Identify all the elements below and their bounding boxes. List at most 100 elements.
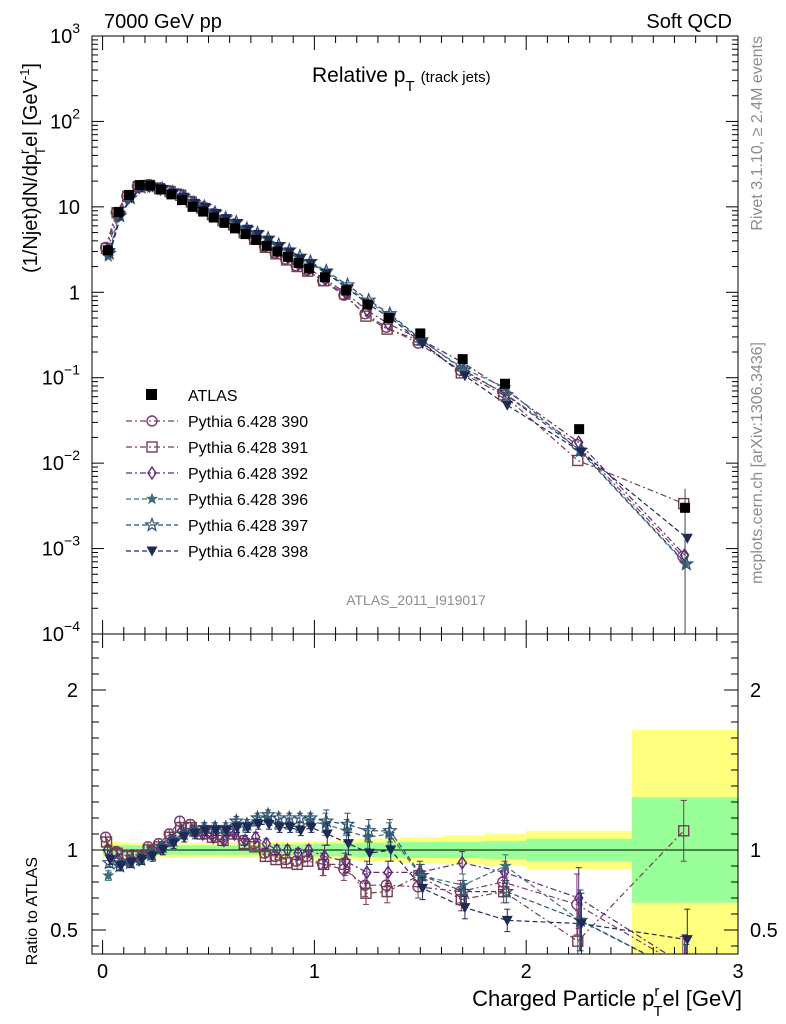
y-tick-label-ratio: 1: [67, 840, 78, 862]
plot-title-sub: T: [405, 78, 414, 95]
ratio-point-5: [385, 845, 397, 856]
data-point: [166, 189, 177, 200]
data-point: [304, 263, 315, 274]
y-tick-label-top: 10−3: [42, 533, 80, 561]
x-tick-label: 1: [309, 961, 320, 983]
data-point: [415, 328, 426, 339]
data-point: [240, 229, 251, 240]
legend-label-398: Pythia 6.428 398: [188, 544, 308, 561]
ratio-point-1: [339, 858, 351, 871]
ratio-point-3: [340, 824, 353, 837]
ratio-point-2: [457, 855, 468, 871]
data-point: [500, 378, 511, 389]
mcplots-label: mcplots.cern.ch [arXiv:1306.3436]: [749, 342, 766, 584]
ratio-point-4: [382, 822, 398, 838]
ratio-point-3: [102, 869, 115, 881]
ratio-point-5: [231, 823, 243, 834]
legend-entry-0: Pythia 6.428 390: [188, 414, 308, 431]
ratio-point-5: [364, 848, 376, 859]
data-point: [383, 313, 394, 324]
x-tick-label: 2: [521, 961, 532, 983]
ratio-point-3: [414, 869, 427, 881]
ratio-point-1: [317, 858, 330, 871]
y-tick-label-ratio: 0.5: [50, 920, 78, 942]
data-point: [341, 285, 352, 296]
data-point: [229, 223, 240, 234]
ratio-line-5: [109, 823, 688, 941]
ratio-point-5: [189, 829, 201, 840]
analysis-label: ATLAS_2011_I919017: [346, 592, 486, 608]
ratio-point-2: [681, 959, 689, 971]
legend-entry-2: Pythia 6.428 392: [188, 466, 308, 483]
ratio-point-2: [303, 842, 314, 858]
series-point-5: [417, 339, 429, 350]
data-point: [198, 206, 209, 217]
legend-marker-1: [146, 441, 158, 453]
ratio-point-0: [359, 879, 371, 891]
ratio-point-2: [319, 849, 330, 864]
y-tick-label-top: 102: [50, 105, 80, 133]
legend-marker-2: [147, 465, 157, 481]
ratio-point-1: [381, 885, 393, 898]
ratio-point-4: [339, 816, 356, 832]
data-point: [155, 184, 166, 195]
ratio-point-1: [360, 887, 372, 899]
y-axis-label-top: (1/Njet)dN/dprTel [GeV-1]: [16, 63, 48, 273]
ratio-point-2: [219, 833, 229, 848]
ratio-point-4: [101, 854, 118, 870]
plot-title-rest: (track jets): [421, 69, 491, 86]
header-right: Soft QCD: [646, 11, 732, 33]
ratio-point-2: [293, 845, 303, 861]
data-point: [102, 245, 113, 256]
legend-label-392: Pythia 6.428 392: [188, 466, 308, 483]
top-markers: [99, 178, 695, 634]
ratio-point-5: [305, 823, 317, 834]
series-point-5: [575, 447, 587, 458]
y-tick-label-top: 1: [69, 282, 80, 304]
legend-entry-data: ATLAS: [146, 388, 238, 405]
y-tick-label-top: 103: [50, 20, 80, 48]
y-tick-label-ratio-right: 0.5: [750, 920, 778, 942]
data-point: [293, 258, 304, 269]
ratio-point-5: [575, 919, 587, 930]
legend-label-390: Pythia 6.428 390: [188, 414, 308, 431]
data-point: [145, 180, 156, 191]
plot-title-main: Relative p: [312, 64, 405, 87]
ratio-point-5: [295, 826, 307, 837]
legend-markers: [126, 415, 178, 557]
series-point-5: [263, 235, 275, 246]
data-point: [219, 217, 230, 228]
ratio-point-3: [361, 830, 374, 843]
x-tick-label: 3: [732, 961, 743, 983]
series-point-5: [681, 533, 693, 544]
y-tick-label-top: 10−1: [42, 362, 80, 390]
legend: ATLAS Pythia 6.428 390 Pythia 6.428 391 …: [146, 388, 308, 561]
legend-marker-3: [145, 492, 159, 505]
ratio-point-4: [413, 867, 430, 883]
series-markers: [99, 178, 695, 980]
data-point: [362, 299, 373, 310]
ratio-point-2: [362, 865, 372, 880]
ratio-point-2: [250, 829, 261, 845]
legend-entry-3: Pythia 6.428 396: [188, 492, 308, 509]
y-tick-label-top: 10: [58, 197, 80, 219]
legend-marker-0: [146, 415, 158, 427]
y-tick-label-top: 10−2: [42, 447, 80, 475]
data-point: [251, 234, 262, 245]
legend-label-396: Pythia 6.428 396: [188, 492, 308, 509]
series-point-1: [381, 323, 393, 335]
ratio-point-0: [678, 962, 688, 972]
data-point: [208, 212, 219, 223]
ratio-point-5: [104, 855, 116, 866]
series-point-5: [501, 400, 513, 411]
ratio-point-3: [679, 968, 691, 980]
ratio-point-5: [252, 819, 264, 830]
data-point: [187, 201, 198, 212]
ratio-point-5: [263, 819, 275, 830]
ratio-point-3: [499, 859, 512, 872]
ratio-point-4: [318, 812, 335, 828]
ratio-point-5: [417, 883, 429, 894]
data-point: [177, 195, 188, 206]
legend-entry-1: Pythia 6.428 391: [188, 440, 308, 457]
